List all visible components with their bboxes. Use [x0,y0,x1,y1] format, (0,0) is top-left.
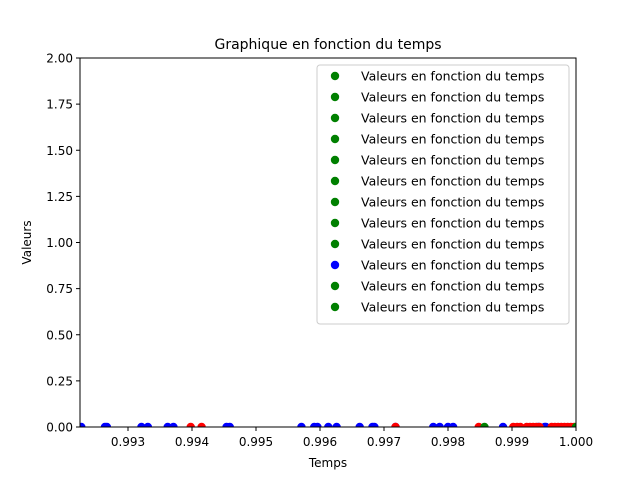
data-point [435,422,444,427]
x-tick-label: 0.996 [303,435,337,449]
data-point [535,422,544,427]
data-point [429,422,438,427]
y-tick-label: 0.50 [46,328,73,342]
legend-label: Valeurs en fonction du temps [361,111,544,126]
legend-label: Valeurs en fonction du temps [361,258,544,273]
legend-marker [330,134,340,144]
legend-marker [330,176,340,186]
y-tick-label: 1.75 [46,98,73,112]
data-point [102,422,112,427]
x-tick-label: 0.998 [431,435,465,449]
legend-marker [330,281,340,291]
y-axis-ticks: 0.00 0.25 0.50 0.75 1.00 1.25 1.50 1.75 2.00 [46,52,80,435]
legend-label: Valeurs en fonction du temps [361,195,544,210]
data-point [137,422,146,427]
data-point [498,422,508,427]
legend-label: Valeurs en fonction du temps [361,237,544,252]
data-point [355,422,364,427]
legend-marker [330,239,340,249]
data-point [324,422,333,427]
legend-box [316,64,570,325]
legend-label: Valeurs en fonction du temps [361,216,544,231]
legend-marker [330,260,340,270]
data-point [391,422,400,427]
legend-marker [330,113,340,123]
legend-marker [330,302,340,312]
data-point [480,422,489,427]
data-point [225,422,234,427]
x-tick-label: 0.999 [495,435,529,449]
y-tick-label: 0.00 [46,421,73,435]
y-tick-label: 1.50 [46,144,73,158]
y-tick-label: 0.25 [46,374,73,388]
data-point [370,422,379,427]
plot-area-frame [79,57,577,428]
legend-label: Valeurs en fonction du temps [361,279,544,294]
data-points [80,422,576,427]
x-axis-ticks: 0.993 0.994 0.995 0.996 0.997 0.998 0.999 1.000 [111,427,593,449]
legend: Valeurs en fonction du temps Valeurs en f… [316,64,570,325]
legend-label: Valeurs en fonction du temps [361,132,544,147]
data-point [143,422,153,427]
legend-marker [330,155,340,165]
x-tick-label: 0.993 [111,435,145,449]
y-tick-label: 1.25 [46,190,73,204]
y-axis-label: Valeurs [20,220,34,264]
x-axis-label: Temps [308,456,347,470]
legend-label: Valeurs en fonction du temps [361,90,544,105]
x-tick-label: 1.000 [559,435,593,449]
data-point [186,422,195,427]
legend-label: Valeurs en fonction du temps [361,153,544,168]
chart-title: Graphique en fonction du temps [214,37,441,53]
legend-label: Valeurs en fonction du temps [361,300,544,315]
legend-marker [330,218,340,228]
legend-marker [330,197,340,207]
x-tick-label: 0.997 [367,435,401,449]
data-point [313,422,322,427]
data-point [332,422,341,427]
y-tick-label: 0.75 [46,282,73,296]
data-point [448,422,458,427]
data-point [169,422,178,427]
x-tick-label: 0.994 [175,435,209,449]
legend-label: Valeurs en fonction du temps [361,69,544,84]
legend-label: Valeurs en fonction du temps [361,174,544,189]
x-tick-label: 0.995 [239,435,273,449]
data-point [516,422,525,427]
y-tick-label: 1.00 [46,236,73,250]
data-point [197,422,206,427]
data-point [571,422,576,427]
y-tick-label: 2.00 [46,52,73,66]
data-point [297,422,306,427]
legend-marker [330,71,340,81]
data-point [80,422,86,427]
legend-marker [330,92,340,102]
